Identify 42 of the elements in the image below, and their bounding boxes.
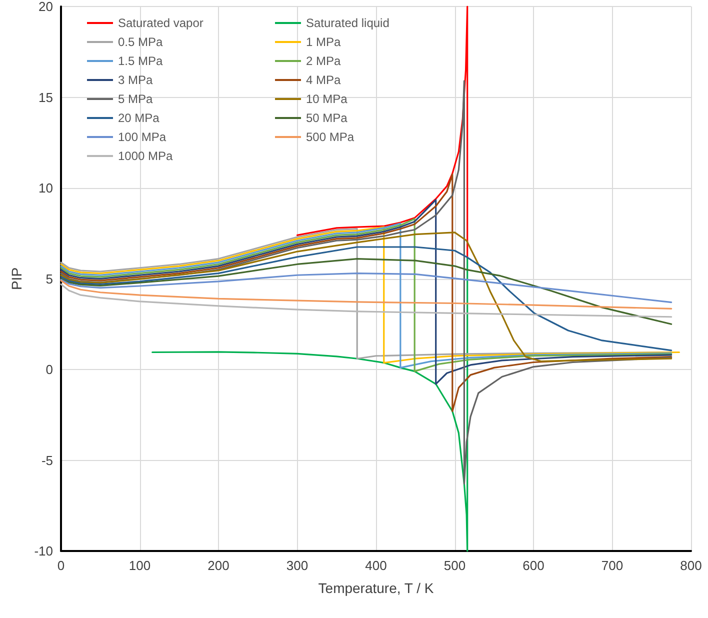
legend-label: 1 MPa: [306, 35, 342, 49]
legend-label: Saturated vapor: [118, 16, 204, 30]
y-tick-label: 20: [38, 0, 53, 14]
line-series: [60, 280, 672, 310]
legend-label: 500 MPa: [306, 130, 354, 144]
x-tick-label: 0: [57, 558, 65, 573]
x-axis-title: Temperature, T / K: [318, 580, 434, 596]
legend-label: 1000 MPa: [118, 149, 174, 163]
x-tick-label: 800: [680, 558, 702, 573]
legend-label: Saturated liquid: [306, 16, 390, 30]
y-tick-label: -5: [41, 452, 53, 468]
x-tick-label: 700: [601, 558, 624, 573]
line-series: [152, 257, 468, 552]
y-tick-label: 15: [38, 90, 53, 105]
line-series: [60, 283, 672, 318]
y-tick-label: 5: [46, 271, 53, 286]
legend-label: 1.5 MPa: [118, 54, 164, 68]
x-tick-label: 300: [286, 558, 308, 573]
x-tick-label: 500: [444, 558, 466, 573]
legend-label: 10 MPa: [306, 92, 348, 106]
legend-label: 50 MPa: [306, 111, 348, 125]
y-tick-label: 0: [46, 362, 53, 377]
x-tick-label: 200: [208, 558, 230, 573]
x-tick-label: 600: [522, 558, 544, 573]
legend-label: 4 MPa: [306, 73, 342, 87]
x-tick-label: 100: [128, 558, 151, 573]
legend-label: 0.5 MPa: [118, 35, 164, 49]
line-series: [60, 258, 672, 325]
line-series: [60, 272, 672, 304]
legend-label: 100 MPa: [118, 130, 166, 144]
legend-label: 20 MPa: [118, 111, 160, 125]
legend-label: 3 MPa: [118, 73, 154, 87]
y-tick-label: 10: [38, 180, 53, 196]
line-series: [60, 246, 672, 352]
y-tick-label: -10: [34, 544, 53, 558]
line-series: [60, 199, 672, 385]
x-tick-label: 400: [365, 558, 387, 573]
legend-label: 5 MPa: [118, 92, 154, 106]
line-series: [60, 174, 672, 412]
y-axis-title: PIP: [8, 267, 24, 290]
line-series: [296, 6, 468, 259]
legend-label: 2 MPa: [306, 54, 342, 68]
